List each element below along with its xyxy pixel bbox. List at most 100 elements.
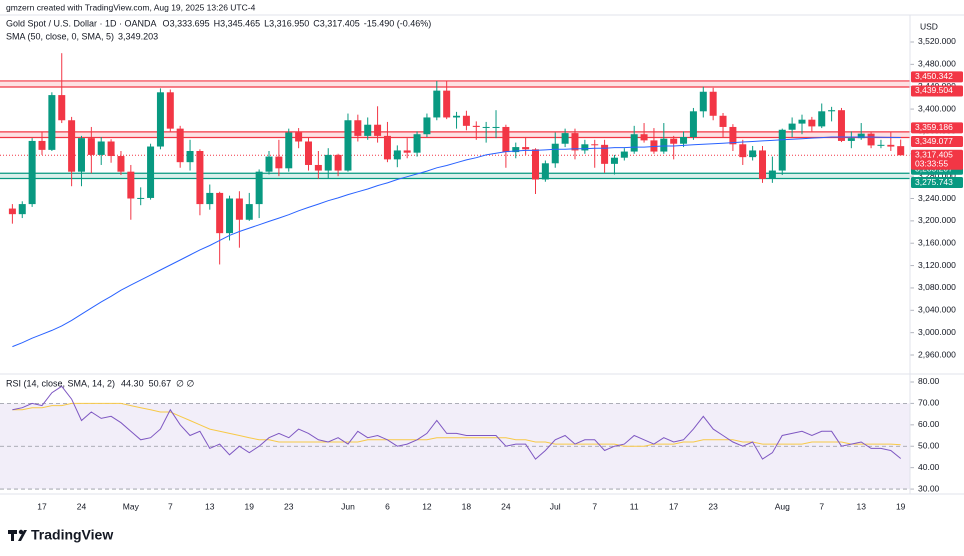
candle-body [68, 120, 76, 172]
candle-body [482, 126, 490, 128]
candle-body [28, 140, 36, 205]
candle-body [699, 91, 707, 112]
candle-body [275, 156, 283, 169]
candle-body [58, 95, 66, 121]
last-price-label: 3,317.405 [915, 149, 953, 159]
candle-body [630, 134, 638, 152]
y-tick-label: 3,280.000 [918, 170, 956, 180]
candle-body [818, 111, 826, 127]
candle-body [729, 126, 737, 145]
legend-text: RSI (14, close, SMA, 14, 2) [6, 378, 115, 388]
x-tick-label: 24 [77, 501, 87, 511]
x-tick-label: Aug [775, 501, 790, 511]
candle-body [255, 171, 263, 205]
candle-body [314, 164, 322, 171]
candle-body [304, 141, 312, 165]
price-tag-label: 3,349.077 [915, 136, 953, 146]
candle-body [887, 144, 895, 147]
candle-body [571, 133, 579, 151]
candle-body [620, 151, 628, 158]
candle-body [808, 119, 816, 127]
y-tick-label: 3,160.000 [918, 237, 956, 247]
candle-body [117, 156, 125, 172]
candle-body [216, 192, 224, 234]
zone [0, 173, 910, 179]
y-tick-label: 50.00 [918, 440, 940, 450]
candle-body [324, 154, 332, 171]
legend-text: 3,349.203 [118, 31, 158, 41]
candle-body [393, 150, 401, 160]
candle-body [97, 141, 105, 155]
price-tag [911, 136, 963, 148]
candle-body [522, 147, 530, 150]
x-tick-label: 13 [205, 501, 215, 511]
y-tick-label: 3,200.000 [918, 215, 956, 225]
candle-body [768, 170, 776, 179]
candle-body [897, 146, 905, 156]
y-tick-label: 3,400.000 [918, 103, 956, 113]
x-tick-label: 7 [168, 501, 173, 511]
legend-text: H [214, 18, 221, 28]
candle-body [512, 147, 520, 153]
y-tick-label: 3,040.000 [918, 305, 956, 315]
y-tick-label: 3,000.000 [918, 327, 956, 337]
y-tick-label: 3,120.000 [918, 260, 956, 270]
legend-text: 44.30 [121, 378, 144, 388]
price-tag [911, 149, 963, 170]
candle-body [107, 141, 115, 157]
candle-body [186, 150, 194, 163]
candle-body [18, 204, 26, 215]
rsi-line [12, 385, 902, 460]
candle-body [38, 140, 46, 150]
candle-body [245, 204, 253, 220]
currency: USD [920, 21, 938, 31]
candle-body [778, 129, 786, 171]
legend-text: 3,333.695 [170, 18, 210, 28]
candle-body [472, 125, 480, 127]
x-tick-label: 17 [669, 501, 679, 511]
legend-text: 3,317.405 [320, 18, 360, 28]
candle-body [285, 132, 293, 169]
x-tick-label: 19 [245, 501, 255, 511]
price-tag [911, 85, 963, 97]
legend-text: 3,316.950 [269, 18, 309, 28]
candle-body [492, 126, 500, 128]
sma-line [12, 136, 901, 348]
candle-body [502, 126, 510, 153]
candle-body [847, 138, 855, 141]
candle-body [877, 144, 885, 146]
price-tag-label: 3,359.186 [915, 122, 953, 132]
candle-body [709, 91, 717, 116]
attribution: gmzern created with TradingView.com, Aug… [6, 2, 256, 12]
y-tick-label: 3,080.000 [918, 282, 956, 292]
candle-body [87, 138, 95, 155]
y-tick-label: 70.00 [918, 398, 940, 408]
candle-body [137, 197, 145, 199]
x-tick-label: 7 [592, 501, 597, 511]
candle-body [581, 144, 589, 151]
candle-body [265, 156, 273, 172]
candle-body [650, 140, 658, 152]
legend-text: 50.67 [149, 378, 172, 388]
candle-body [541, 163, 549, 180]
y-tick-label: 80.00 [918, 376, 940, 386]
y-tick-label: 60.00 [918, 419, 940, 429]
candle-body [334, 154, 342, 171]
candle-body [828, 110, 836, 112]
x-tick-label: 12 [422, 501, 432, 511]
x-tick-label: 24 [501, 501, 511, 511]
candle-body [196, 150, 204, 205]
candle-body [610, 157, 618, 164]
candle-body [640, 134, 648, 141]
candle-body [601, 144, 609, 164]
x-tick-label: 7 [819, 501, 824, 511]
price-tag [911, 71, 963, 83]
candle-body [354, 120, 362, 136]
legend-text: 3,345.465 [220, 18, 260, 28]
x-tick-label: 13 [856, 501, 866, 511]
candle-body [739, 144, 747, 158]
candle-body [383, 135, 391, 160]
candle-body [719, 115, 727, 127]
candle-body [443, 90, 451, 118]
countdown: 03:33:55 [915, 158, 948, 168]
